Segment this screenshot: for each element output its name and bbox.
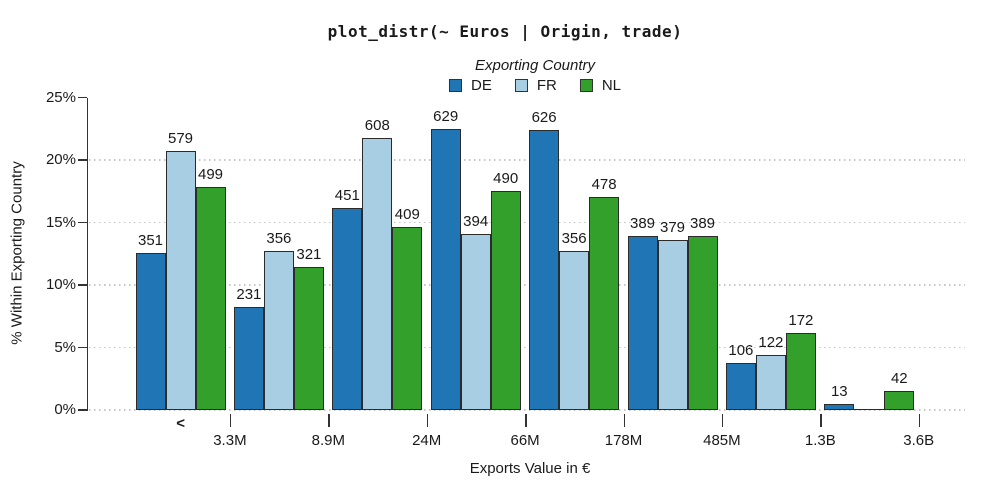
bar-FR-bin3 [362, 137, 393, 410]
value-label-DE-bin2: 231 [236, 285, 262, 303]
x-tick-485M [721, 414, 724, 427]
bar-NL-bin5 [589, 196, 620, 410]
y-tick-label-15%: 15% [45, 213, 76, 231]
x-tick-24M [426, 414, 429, 427]
legend-swatch-fr [514, 79, 528, 92]
y-tick-label-10%: 10% [45, 276, 76, 293]
value-label-DE-bin6: 389 [629, 215, 656, 233]
y-tick-25% [78, 96, 87, 99]
bar-NL-bin7 [785, 333, 816, 410]
value-label-NL-bin8: 42 [890, 370, 908, 388]
bar-NL-bin1 [195, 187, 226, 410]
bar-FR-bin1 [165, 150, 196, 410]
x-first-bin-label: < [176, 415, 186, 432]
bar-NL-bin8 [884, 391, 915, 410]
y-axis-line [86, 97, 89, 411]
bar-DE-bin6 [627, 236, 658, 410]
x-tick-label-66M: 66M [510, 432, 540, 449]
gridline-10pct [89, 284, 965, 286]
bar-NL-bin4 [490, 191, 521, 410]
value-label-FR-bin3: 608 [364, 116, 390, 134]
legend-entry-de: DE [448, 77, 492, 94]
bar-DE-bin1 [135, 253, 166, 410]
x-tick-label-1.3B: 1.3B [804, 432, 836, 449]
gridline-5pct [89, 346, 965, 349]
bar-FR-bin8-zero [854, 409, 885, 411]
y-tick-20% [78, 159, 87, 161]
bar-FR-bin7 [755, 355, 786, 410]
bar-DE-bin3 [332, 208, 363, 410]
bar-DE-bin4 [430, 128, 461, 410]
value-label-NL-bin3: 409 [394, 206, 420, 224]
bar-FR-bin2 [263, 250, 294, 410]
gridline-15pct [89, 221, 965, 224]
bar-FR-bin4 [460, 233, 491, 410]
legend-swatch-nl [579, 79, 593, 92]
x-tick-label-8.9M: 8.9M [311, 432, 345, 449]
x-tick-1.3B [820, 414, 822, 427]
value-label-NL-bin7: 172 [788, 312, 814, 330]
bar-FR-bin5 [559, 250, 590, 410]
bar-NL-bin3 [392, 227, 423, 410]
bar-NL-bin2 [293, 266, 324, 410]
x-tick-label-178M: 178M [604, 432, 643, 449]
value-label-DE-bin1: 351 [137, 232, 164, 250]
legend-title: Exporting Country [474, 57, 596, 74]
bar-NL-bin6 [687, 236, 718, 410]
legend-label-de: DE [470, 77, 492, 94]
bar-DE-bin5 [529, 130, 560, 410]
y-tick-10% [78, 284, 87, 286]
y-tick-label-20%: 20% [45, 151, 76, 168]
value-label-FR-bin2: 356 [266, 229, 292, 247]
bar-DE-bin2 [233, 306, 264, 410]
x-tick-66M [525, 414, 527, 427]
value-label-FR-bin4: 394 [463, 212, 489, 230]
x-tick-label-24M: 24M [412, 432, 442, 449]
value-label-DE-bin3: 451 [334, 187, 360, 205]
x-tick-3.6B [918, 414, 921, 427]
y-tick-15% [78, 221, 87, 224]
value-label-NL-bin1: 499 [197, 166, 224, 184]
value-label-DE-bin5: 626 [531, 109, 557, 127]
value-label-FR-bin7: 122 [758, 334, 784, 352]
value-label-NL-bin5: 478 [591, 175, 617, 193]
legend: Exporting Country DE FR NL [448, 57, 622, 94]
y-tick-0% [78, 409, 87, 411]
value-label-FR-bin6: 379 [659, 219, 686, 237]
legend-swatch-de [448, 79, 462, 92]
x-tick-label-485M: 485M [703, 432, 741, 449]
value-label-DE-bin8: 13 [830, 383, 848, 401]
value-label-DE-bin7: 106 [728, 341, 754, 359]
gridline-0pct [89, 409, 965, 411]
y-tick-label-5%: 5% [54, 338, 76, 356]
x-tick-label-3.6B: 3.6B [903, 432, 935, 449]
y-tick-label-0%: 0% [54, 401, 76, 418]
legend-label-fr: FR [536, 77, 557, 94]
gridline-20pct [89, 159, 965, 161]
x-tick-3.3M [229, 414, 232, 427]
y-tick-label-25%: 25% [45, 88, 76, 106]
value-label-NL-bin2: 321 [296, 245, 322, 263]
legend-label-nl: NL [601, 77, 622, 94]
y-tick-5% [78, 346, 87, 349]
value-label-NL-bin6: 389 [689, 215, 716, 233]
bar-DE-bin7 [725, 362, 756, 410]
x-tick-8.9M [328, 414, 330, 427]
x-tick-label-3.3M: 3.3M [213, 432, 247, 449]
bar-DE-bin8 [824, 404, 855, 410]
legend-entry-fr: FR [514, 77, 557, 94]
x-axis-title: Exports Value in € [469, 460, 591, 477]
legend-entry-nl: NL [579, 77, 622, 94]
value-label-FR-bin5: 356 [561, 229, 587, 247]
value-label-DE-bin4: 629 [433, 107, 459, 125]
legend-row: DE FR NL [448, 77, 622, 94]
x-tick-178M [623, 414, 626, 427]
value-label-FR-bin1: 579 [167, 129, 194, 147]
chart-title: plot_distr(~ Euros | Origin, trade) [327, 22, 683, 41]
bar-FR-bin6 [657, 240, 688, 410]
value-label-NL-bin4: 490 [493, 170, 519, 188]
